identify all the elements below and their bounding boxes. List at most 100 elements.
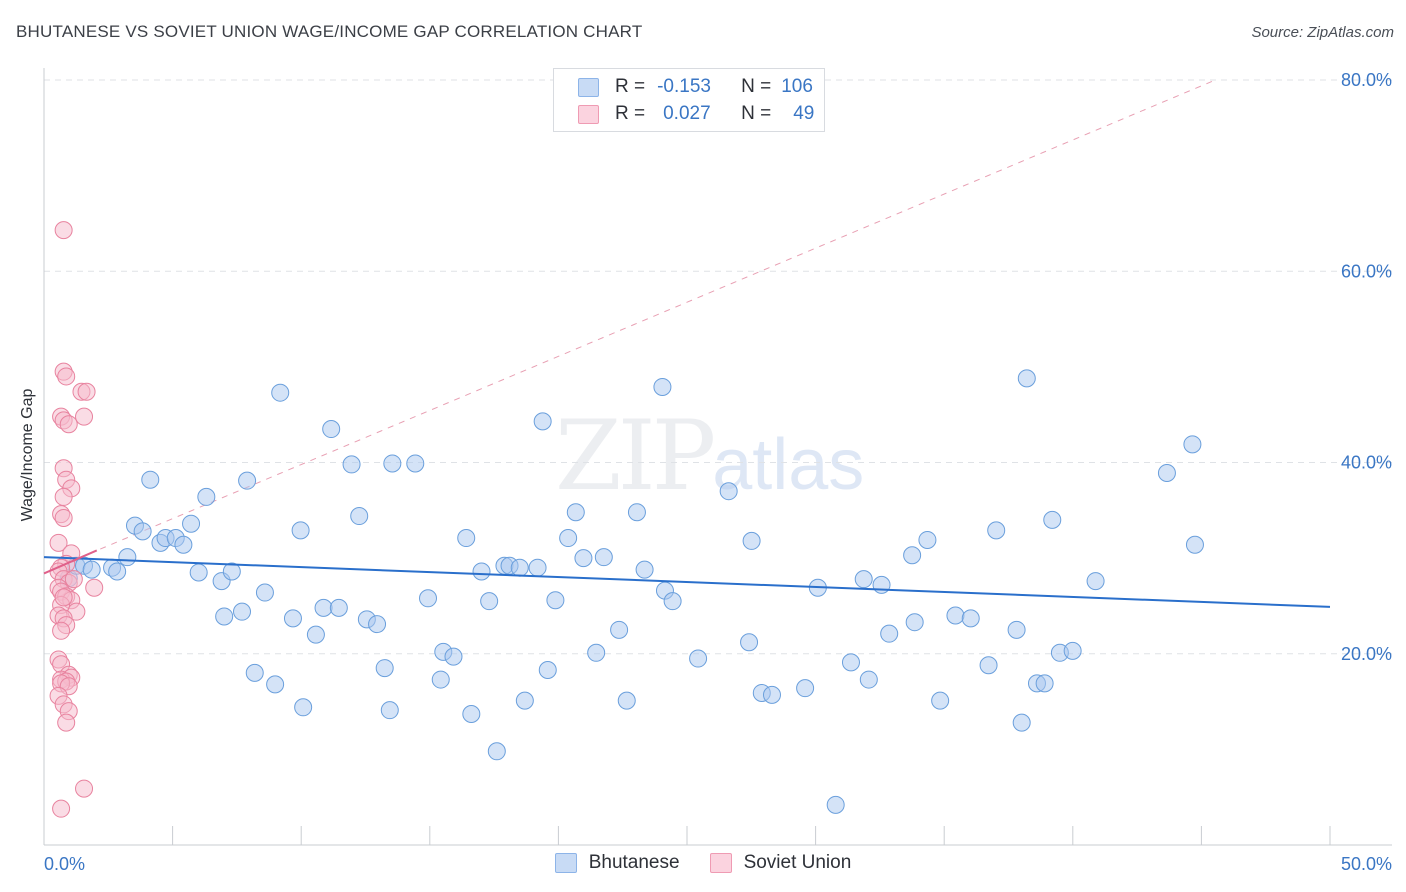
series-label-bhutanese: Bhutanese [588,852,680,873]
bhutanese-point [108,562,127,581]
y-tick-label: 20.0% [1341,644,1392,664]
series-legend-soviet-union: Soviet Union [709,852,852,874]
bhutanese-point [380,701,399,720]
soviet-union-point [75,779,94,798]
bhutanese-point [510,558,529,577]
legend-r-label: R = [615,76,646,97]
bhutanese-point [350,507,369,526]
bhutanese-point [905,613,924,632]
bhutanese-point [559,529,578,548]
soviet-union-trend-line [43,549,98,575]
bhutanese-point [1185,535,1204,554]
series-legend: Bhutanese Soviet Union [0,852,1406,874]
bhutanese-point [255,583,274,602]
series-label-soviet-union: Soviet Union [743,852,852,873]
y-tick-label: 60.0% [1341,261,1392,281]
legend-r-label: R = [615,103,646,124]
bhutanese-point [141,470,160,489]
series-legend-bhutanese: Bhutanese [554,852,680,874]
soviet-union-point [85,578,104,597]
x-tick-label: 0.0% [44,854,85,874]
bhutanese-point [689,649,708,668]
x-tick-label: 50.0% [1341,854,1392,874]
bhutanese-point [457,529,476,548]
bhutanese-point [1086,572,1105,591]
bhutanese-point [1063,641,1082,660]
bhutanese-point [480,592,499,611]
bhutanese-point [903,546,922,565]
bhutanese-point [796,679,815,698]
bhutanese-point [946,606,965,625]
soviet-union-point [52,621,71,640]
bhutanese-point [719,482,738,501]
bhutanese-point [762,685,781,704]
bhutanese-point [82,560,101,579]
watermark-zip: ZIP [555,400,716,512]
bhutanese-point [118,548,137,567]
bhutanese-point [594,548,613,567]
bhutanese-point [294,698,313,717]
legend-n-value: 49 [793,103,815,124]
bhutanese-trend-line [43,556,1331,608]
bhutanese-point [663,592,682,611]
bhutanese-point [406,454,425,473]
legend-n-label: N = [741,76,772,97]
bhutanese-point [1017,369,1036,388]
bhutanese-point [566,503,585,522]
bhutanese-point [587,643,606,662]
bhutanese-point [872,575,891,594]
bhutanese-point [635,560,654,579]
bhutanese-point [1007,620,1026,639]
bhutanese-point [329,598,348,617]
bhutanese-point [322,420,341,439]
bhutanese-point [961,609,980,628]
bhutanese-point [182,514,201,533]
bhutanese-point [462,704,481,723]
soviet-union-point [54,508,73,527]
legend-swatch-bhutanese [578,77,599,97]
legend-swatch-soviet-union [578,104,599,124]
bhutanese-point [1012,713,1031,732]
bhutanese-point [174,535,193,554]
series-swatch-soviet-union [709,853,732,873]
y-tick-label: 80.0% [1341,70,1392,90]
bhutanese-point [266,675,285,694]
watermark: ZIPatlas [555,400,864,512]
bhutanese-point [515,691,534,710]
bhutanese-point [375,659,394,678]
legend-row-soviet-union: R = 0.027 N = 49 [578,102,814,126]
bhutanese-point [931,691,950,710]
bhutanese-point [306,625,325,644]
bhutanese-point [617,691,636,710]
bhutanese-point [880,624,899,643]
bhutanese-point [291,521,310,540]
bhutanese-point [1157,464,1176,483]
bhutanese-point [653,377,672,396]
bhutanese-point [546,591,565,610]
bhutanese-point [245,663,264,682]
y-tick-label: 40.0% [1341,453,1392,473]
bhutanese-point [197,487,216,506]
bhutanese-point [1043,510,1062,529]
bhutanese-point [368,615,387,634]
bhutanese-point [987,521,1006,540]
bhutanese-point [314,598,333,617]
bhutanese-point [342,455,361,474]
bhutanese-point [742,531,761,550]
bhutanese-point [233,602,252,621]
bhutanese-point [487,742,506,761]
reference-dashed-line [55,79,1216,569]
bhutanese-point [1183,435,1202,454]
soviet-union-point [57,713,76,732]
bhutanese-point [538,661,557,680]
source-label: Source: ZipAtlas.com [1251,24,1394,41]
bhutanese-point [610,620,629,639]
bhutanese-point [533,412,552,431]
bhutanese-point [383,454,402,473]
legend-row-bhutanese: R = -0.153 N = 106 [578,75,813,99]
bhutanese-point [918,530,937,549]
bhutanese-point [419,589,438,608]
soviet-union-point [49,533,68,552]
bhutanese-point [189,563,208,582]
soviet-union-point [54,588,73,607]
